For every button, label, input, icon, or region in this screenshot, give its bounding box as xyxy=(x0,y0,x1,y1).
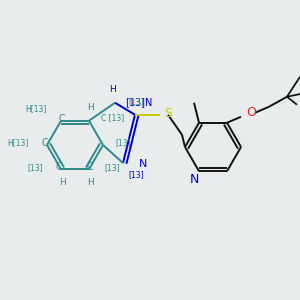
Text: N: N xyxy=(139,159,147,169)
Text: [13]: [13] xyxy=(128,97,144,106)
Text: [13]: [13] xyxy=(115,139,130,148)
Text: H: H xyxy=(60,178,66,187)
Text: C [13]: C [13] xyxy=(101,113,124,122)
Text: H[13]: H[13] xyxy=(8,139,29,148)
Text: H: H xyxy=(88,103,94,112)
Text: N: N xyxy=(189,173,199,186)
Text: [13]: [13] xyxy=(128,170,144,179)
Text: C: C xyxy=(58,114,65,124)
Text: [13]: [13] xyxy=(104,163,120,172)
Text: C: C xyxy=(87,162,93,172)
Text: O: O xyxy=(246,106,256,119)
Text: H: H xyxy=(88,178,94,187)
Text: S: S xyxy=(164,107,172,120)
Text: H[13]: H[13] xyxy=(26,104,47,113)
Text: [13]: [13] xyxy=(27,163,43,172)
Text: [13]N: [13]N xyxy=(125,97,152,107)
Text: C: C xyxy=(42,138,48,148)
Text: C: C xyxy=(56,162,62,172)
Text: H: H xyxy=(109,85,116,94)
